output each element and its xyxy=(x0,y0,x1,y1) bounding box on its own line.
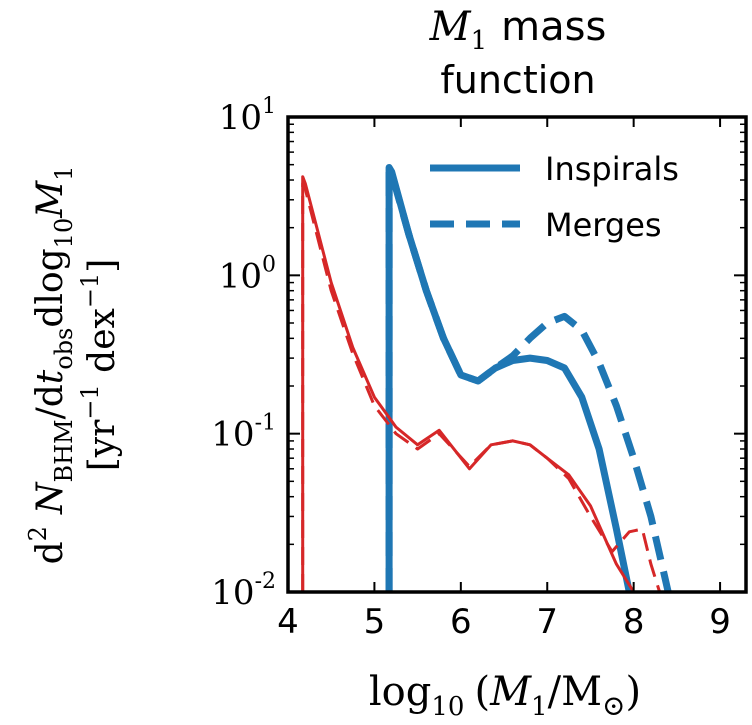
x-tick-label: 5 xyxy=(364,602,386,642)
series-line-red_inspirals xyxy=(301,175,635,592)
plot-frame xyxy=(286,115,748,594)
title-symbol: M xyxy=(429,4,472,50)
x-tick-label: 9 xyxy=(709,602,731,642)
title-rest: mass xyxy=(501,4,606,50)
x-axis-label: log10 (M1/M⊙) xyxy=(369,669,641,722)
series-line-blue_inspirals xyxy=(385,164,633,592)
y-axis-label-line2: [yr−1 dex−1] xyxy=(76,259,123,472)
axes: 4 5 6 7 8 9 10-2 10-1 100 101 xyxy=(211,94,748,642)
y-tick-label: 10-2 xyxy=(211,569,276,613)
x-tick-label: 6 xyxy=(450,602,472,642)
legend: Inspirals Merges xyxy=(430,150,679,244)
chart-title-line1: M1 mass xyxy=(429,4,607,56)
y-tick-label: 10-1 xyxy=(211,411,276,455)
x-tick-label: 8 xyxy=(623,602,645,642)
series-layer xyxy=(301,164,672,592)
y-axis-label-line1: d2NBHM/dtobsdlog10M1 xyxy=(24,166,78,565)
legend-label-1: Merges xyxy=(545,206,662,244)
legend-label-0: Inspirals xyxy=(545,150,679,188)
y-axis-label: d2NBHM/dtobsdlog10M1 [yr−1 dex−1] xyxy=(24,166,123,565)
series-line-red_merges xyxy=(301,182,662,592)
y-tick-label: 101 xyxy=(219,94,276,138)
series-line-blue_merges xyxy=(385,166,672,592)
chart-title-line2: function xyxy=(440,58,595,102)
title-symbol-sub: 1 xyxy=(471,26,488,56)
x-tick-label: 7 xyxy=(536,602,558,642)
y-tick-label: 100 xyxy=(219,252,276,296)
x-tick-label: 4 xyxy=(277,602,299,642)
